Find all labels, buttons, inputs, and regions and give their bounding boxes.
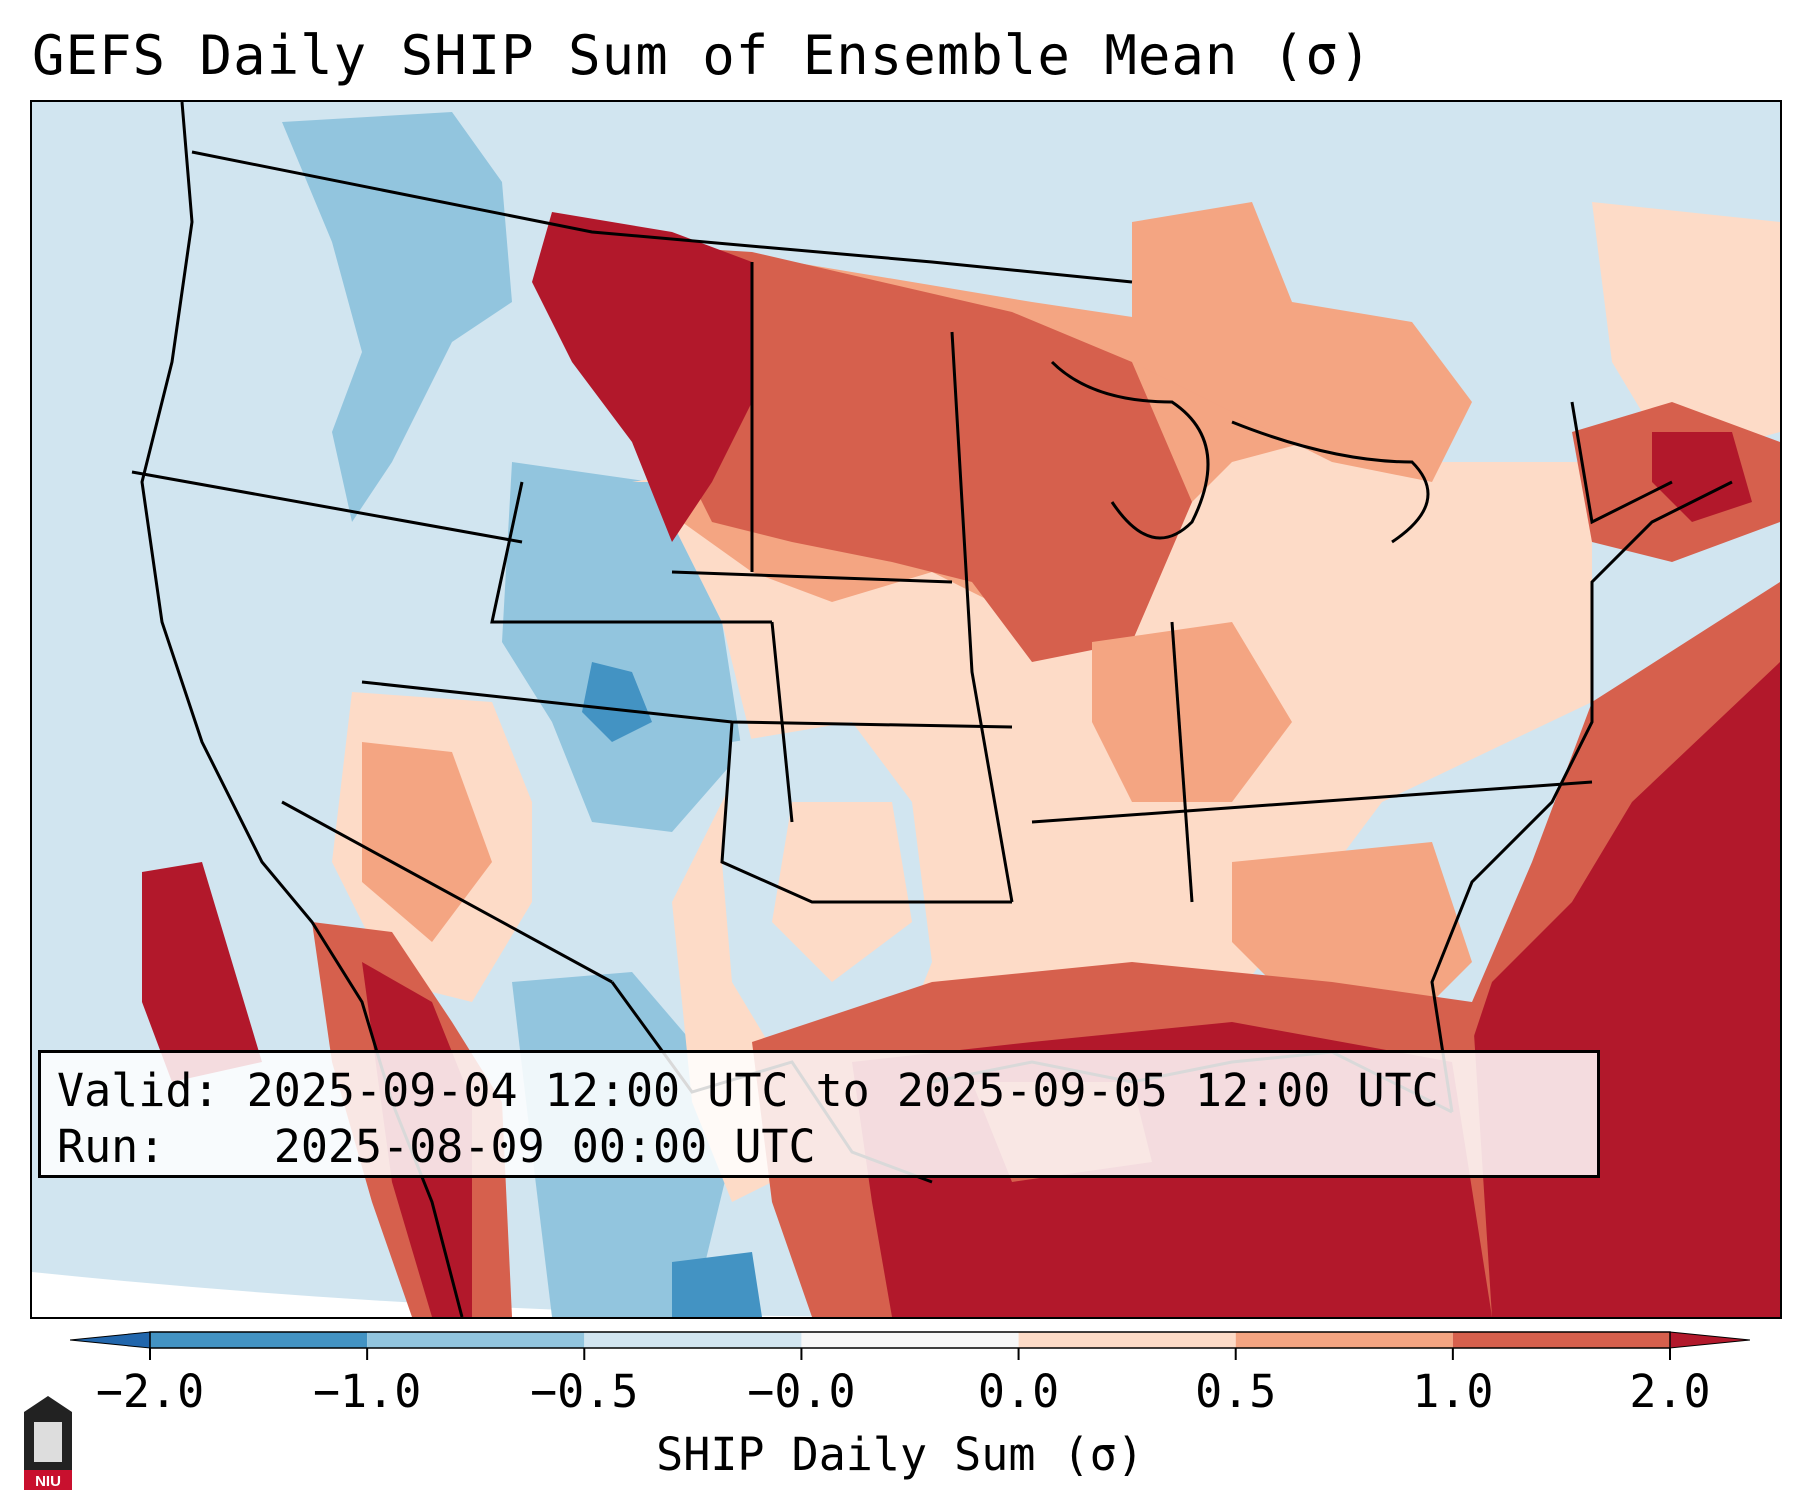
region-northern-rockies (282, 112, 512, 522)
colorbar-tick-label: 0.0 (977, 1365, 1060, 1418)
region-quebec-light (1592, 202, 1780, 462)
il-in-border (1170, 621, 1194, 903)
colorbar-tick-label: −0.5 (530, 1365, 639, 1418)
region-mexico-deep (672, 1252, 762, 1317)
colorbar-bin (367, 1332, 585, 1348)
ok-tx-border (720, 721, 1012, 904)
new-england (1570, 401, 1673, 525)
colorbar-bin (1018, 1332, 1236, 1348)
or-ca-border (131, 470, 523, 544)
colorbar-tick-label: −0.0 (747, 1365, 856, 1418)
run-label: Run: (57, 1120, 166, 1173)
wyoming-border (490, 481, 772, 624)
colorbar-tick-label: 1.0 (1412, 1365, 1494, 1418)
region-pacific-blob (142, 862, 262, 1082)
mexico-border-west (281, 800, 613, 984)
region-ontario-mid (1132, 202, 1472, 482)
colorbar-extend-high (1669, 1331, 1750, 1349)
region-colorado-deep (582, 662, 652, 742)
region-northeast-high (1652, 432, 1752, 522)
valid-label: Valid: (57, 1064, 220, 1117)
region-ohio-mid (1092, 622, 1292, 802)
mn-ia-border (950, 331, 1014, 903)
region-montana-high (532, 212, 752, 542)
colorbar-tick-label: 2.0 (1629, 1365, 1711, 1418)
colorbar-bin (150, 1332, 368, 1348)
colorbar-tick-label: 0.5 (1195, 1365, 1277, 1418)
colorbar-bin (584, 1332, 802, 1348)
lake-michigan (1050, 360, 1210, 540)
validity-info-box: Valid: 2025-09-04 12:00 UTC to 2025-09-0… (38, 1050, 1600, 1178)
logo-text: NIU (35, 1473, 61, 1490)
region-southwest-mid (362, 742, 492, 942)
colorbar (70, 1331, 1750, 1360)
ne-sd-border (671, 570, 953, 584)
colorbar-label: SHIP Daily Sum (σ) (656, 1428, 1144, 1481)
colorbar-bin (1235, 1332, 1453, 1348)
map-title: GEFS Daily SHIP Sum of Ensemble Mean (σ) (32, 24, 1373, 87)
tn-nc-border (1031, 780, 1593, 824)
valid-value: 2025-09-04 12:00 UTC to 2025-09-05 12:00… (246, 1064, 1439, 1117)
colorbar-bin (1452, 1332, 1670, 1348)
run-value: 2025-08-09 00:00 UTC (273, 1120, 816, 1173)
niu-logo: NIU (24, 1396, 72, 1490)
canada-border (191, 150, 1133, 284)
colorbar-outline (149, 1331, 1671, 1349)
lake-huron-erie (1231, 420, 1430, 544)
colorbar-tick-label: −2.0 (95, 1365, 205, 1418)
region-texas-light (772, 802, 912, 982)
ks-border (770, 621, 794, 823)
colorbar-bin (801, 1332, 1019, 1348)
colorbar-extend-low (70, 1331, 151, 1349)
region-southeast-mid (1232, 842, 1472, 1022)
region-colorado-blue (502, 462, 742, 832)
east-coast (1430, 480, 1733, 1113)
colorbar-tick-label: −1.0 (312, 1365, 422, 1418)
